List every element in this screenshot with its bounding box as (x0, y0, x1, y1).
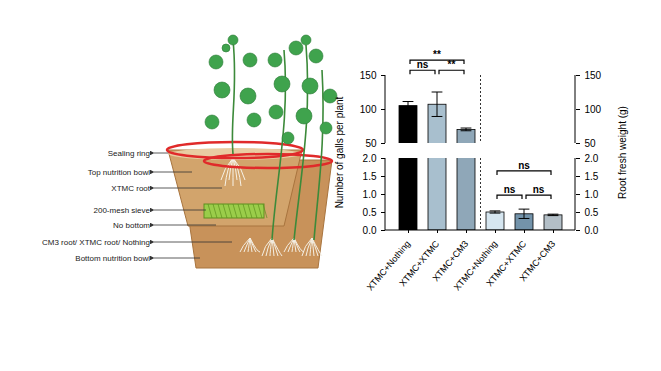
svg-text:**: ** (433, 49, 441, 60)
svg-text:XTMC root: XTMC root (111, 184, 150, 193)
svg-text:2.0: 2.0 (363, 153, 377, 164)
svg-text:XTMC+CM3: XTMC+CM3 (518, 239, 558, 284)
svg-text:0.0: 0.0 (363, 225, 377, 236)
svg-text:XTMC+CM3: XTMC+CM3 (430, 238, 471, 284)
svg-text:CM3 root/ XTMC root/ Nothing: CM3 root/ XTMC root/ Nothing (42, 238, 150, 247)
svg-text:200-mesh sieve: 200-mesh sieve (94, 206, 151, 215)
svg-text:ns: ns (504, 184, 516, 195)
svg-text:1.0: 1.0 (585, 189, 599, 200)
svg-text:Sealing ring: Sealing ring (108, 149, 150, 158)
svg-text:Root fresh weight (g): Root fresh weight (g) (617, 106, 628, 199)
svg-text:1.5: 1.5 (363, 171, 377, 182)
svg-text:XTMC+XTMC: XTMC+XTMC (397, 238, 442, 289)
svg-text:1.0: 1.0 (363, 189, 377, 200)
svg-text:150: 150 (585, 70, 602, 81)
svg-text:ns: ns (417, 59, 429, 70)
svg-text:Bottom nutrition bowl: Bottom nutrition bowl (75, 254, 150, 263)
svg-text:0.0: 0.0 (585, 225, 599, 236)
svg-text:ns: ns (533, 184, 545, 195)
svg-text:**: ** (448, 59, 456, 70)
svg-text:50: 50 (365, 138, 377, 149)
svg-text:XTMC+Nothing: XTMC+Nothing (364, 238, 413, 293)
svg-text:Top nutrition bowl: Top nutrition bowl (88, 168, 150, 177)
svg-text:100: 100 (360, 104, 377, 115)
svg-text:1.5: 1.5 (585, 171, 599, 182)
svg-text:Number of galls per plant: Number of galls per plant (334, 96, 345, 208)
svg-text:ns: ns (518, 160, 530, 171)
svg-text:2.0: 2.0 (585, 153, 599, 164)
svg-text:0.5: 0.5 (363, 207, 377, 218)
svg-text:XTMC+XTMC: XTMC+XTMC (484, 238, 529, 289)
svg-text:50: 50 (585, 138, 597, 149)
svg-text:No bottom: No bottom (113, 221, 150, 230)
svg-text:150: 150 (360, 70, 377, 81)
svg-text:0.5: 0.5 (585, 207, 599, 218)
svg-text:100: 100 (585, 104, 602, 115)
svg-text:XTMC+Nothing: XTMC+Nothing (451, 238, 500, 293)
